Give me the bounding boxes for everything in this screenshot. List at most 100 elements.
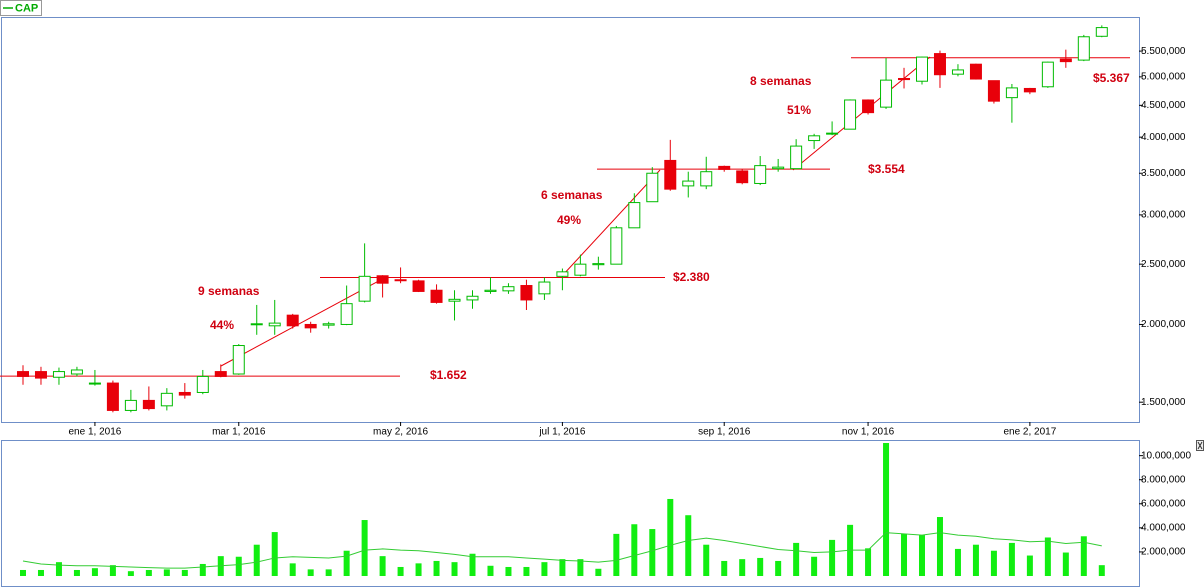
- volume-bar: [883, 443, 890, 576]
- candle-body: [448, 298, 461, 302]
- y-tick-label: 2.000,000: [1141, 319, 1186, 330]
- candle-body: [268, 322, 281, 327]
- volume-bar: [109, 565, 116, 576]
- candle-body: [700, 171, 713, 187]
- y-tick-label: 4.000,000: [1141, 522, 1186, 533]
- candle-body: [987, 80, 1000, 102]
- candle-body: [556, 271, 569, 277]
- y-tick-label: 2.000,000: [1141, 547, 1186, 558]
- volume-bar: [163, 569, 170, 576]
- volume-bar: [271, 532, 278, 576]
- candle-body: [1005, 87, 1018, 99]
- y-tick-label: 3.000,000: [1141, 210, 1186, 221]
- candle-body: [969, 63, 982, 80]
- candle-body: [142, 399, 155, 410]
- volume-bar: [127, 571, 134, 576]
- volume-bar: [972, 544, 979, 576]
- level-label: $2.380: [673, 270, 710, 284]
- volume-bar: [181, 569, 188, 576]
- volume-bar: [487, 565, 494, 576]
- y-tick-label: 5.500,000: [1141, 46, 1186, 57]
- candle-body: [880, 79, 893, 108]
- volume-bar: [379, 556, 386, 576]
- volume-average: [22, 532, 1102, 569]
- volume-bar: [811, 556, 818, 576]
- candle-body: [826, 132, 839, 135]
- candle-body: [610, 227, 623, 265]
- volume-bar: [721, 560, 728, 576]
- candle-body: [520, 285, 533, 301]
- volume-bar: [649, 529, 656, 576]
- candle-body: [574, 263, 587, 276]
- candle-body: [772, 166, 785, 170]
- candle-body: [1077, 36, 1090, 61]
- candle-body: [34, 371, 47, 379]
- price-panel: [1, 17, 1140, 423]
- x-tick-label: sep 1, 2016: [698, 427, 751, 438]
- volume-bar: [1080, 536, 1087, 576]
- volume-bar: [541, 562, 548, 576]
- volume-bar: [235, 556, 242, 576]
- volume-bar: [667, 498, 674, 576]
- candle-body: [304, 323, 317, 329]
- volume-bar: [451, 562, 458, 576]
- legend: [0, 0, 42, 16]
- annotation: 44%: [210, 318, 234, 332]
- volume-bar: [73, 569, 80, 576]
- annotation: 6 semanas: [541, 188, 603, 202]
- y-tick-label: 4.000,000: [1141, 132, 1186, 143]
- legend-label: CAP: [15, 2, 38, 14]
- candle-body: [412, 280, 425, 292]
- volume-bar: [865, 548, 872, 576]
- volume-bar: [415, 563, 422, 576]
- volume-bar: [613, 533, 620, 576]
- volume-bar: [55, 562, 62, 576]
- candle-body: [214, 371, 227, 377]
- trend-line: [561, 169, 661, 277]
- candle-body: [1095, 27, 1108, 37]
- volume-bar: [1062, 552, 1069, 576]
- volume-bar: [253, 544, 260, 576]
- candle-body: [466, 295, 479, 301]
- volume-bar: [433, 560, 440, 576]
- close-icon: [1197, 441, 1203, 450]
- volume-bar: [289, 563, 296, 576]
- volume-bar: [1026, 555, 1033, 576]
- candle-body: [1041, 61, 1054, 88]
- candle-body: [951, 69, 964, 75]
- volume-bar: [775, 560, 782, 576]
- volume-bar: [91, 568, 98, 576]
- y-tick-label: 3.500,000: [1141, 168, 1186, 179]
- volume-bar: [1044, 537, 1051, 576]
- candle-body: [232, 345, 245, 375]
- candle-body: [718, 165, 731, 170]
- candle-body: [664, 159, 677, 190]
- candle-body: [340, 303, 353, 325]
- volume-panel: [1, 440, 1140, 587]
- candle-body: [394, 279, 407, 282]
- candle-body: [196, 375, 209, 393]
- volume-bar: [739, 559, 746, 576]
- candle-body: [322, 323, 335, 326]
- candle-body: [106, 382, 119, 411]
- x-tick-label: mar 1, 2016: [212, 427, 266, 438]
- candle-body: [70, 369, 83, 375]
- annotation: 49%: [557, 213, 581, 227]
- annotation: 8 semanas: [750, 74, 812, 88]
- volume-bar: [325, 569, 332, 576]
- candle-body: [682, 180, 695, 187]
- x-tick-label: ene 2, 2017: [1003, 427, 1056, 438]
- candle-body: [916, 56, 928, 82]
- volume-bar: [793, 542, 800, 576]
- y-tick-label: 5.000,000: [1141, 72, 1186, 83]
- candle-body: [484, 289, 497, 292]
- y-tick-label: 10.000,000: [1141, 450, 1191, 461]
- volume-bar: [577, 559, 584, 576]
- candle-body: [502, 286, 515, 292]
- level-label: $3.554: [868, 162, 905, 176]
- candle-body: [898, 77, 911, 81]
- annotation: 51%: [787, 103, 811, 117]
- volume-bar: [829, 539, 836, 576]
- y-tick-label: 4.500,000: [1141, 100, 1186, 111]
